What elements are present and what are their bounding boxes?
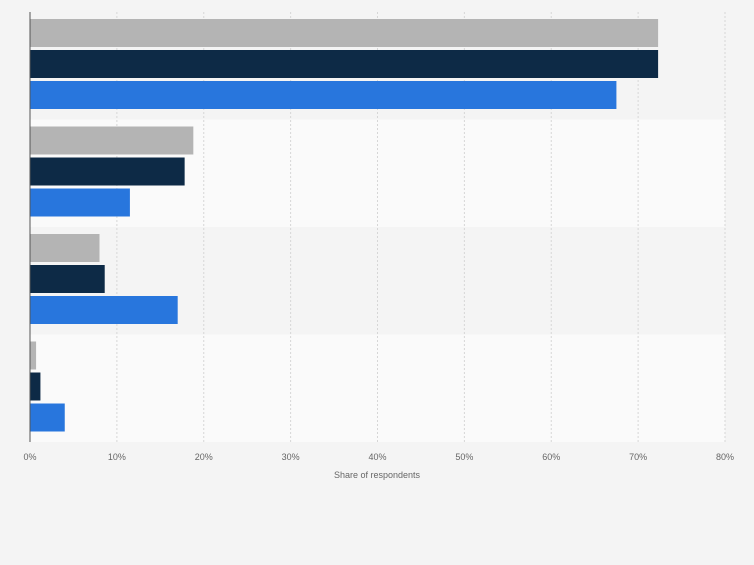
x-tick-label: 10% — [108, 452, 126, 462]
bar — [30, 296, 178, 324]
bar — [30, 157, 185, 186]
x-tick-label: 70% — [629, 452, 647, 462]
x-tick-labels: 0% 10% 20% 30% 40% 50% 60% 70% 80% — [23, 452, 734, 462]
x-tick-label: 20% — [195, 452, 213, 462]
x-tick-label: 40% — [368, 452, 386, 462]
bar — [30, 188, 130, 217]
bar — [30, 341, 37, 370]
bar — [30, 19, 659, 47]
x-tick-label: 30% — [282, 452, 300, 462]
x-tick-label: 80% — [716, 452, 734, 462]
bar — [30, 234, 100, 262]
x-tick-label: 50% — [455, 452, 473, 462]
x-axis-label: Share of respondents — [334, 470, 421, 480]
bar — [30, 265, 105, 293]
bar — [30, 372, 41, 401]
x-tick-label: 60% — [542, 452, 560, 462]
bar — [30, 81, 617, 109]
bar — [30, 403, 65, 432]
x-tick-label: 0% — [23, 452, 36, 462]
bar — [30, 126, 194, 155]
bar — [30, 50, 659, 78]
bars — [30, 19, 659, 432]
